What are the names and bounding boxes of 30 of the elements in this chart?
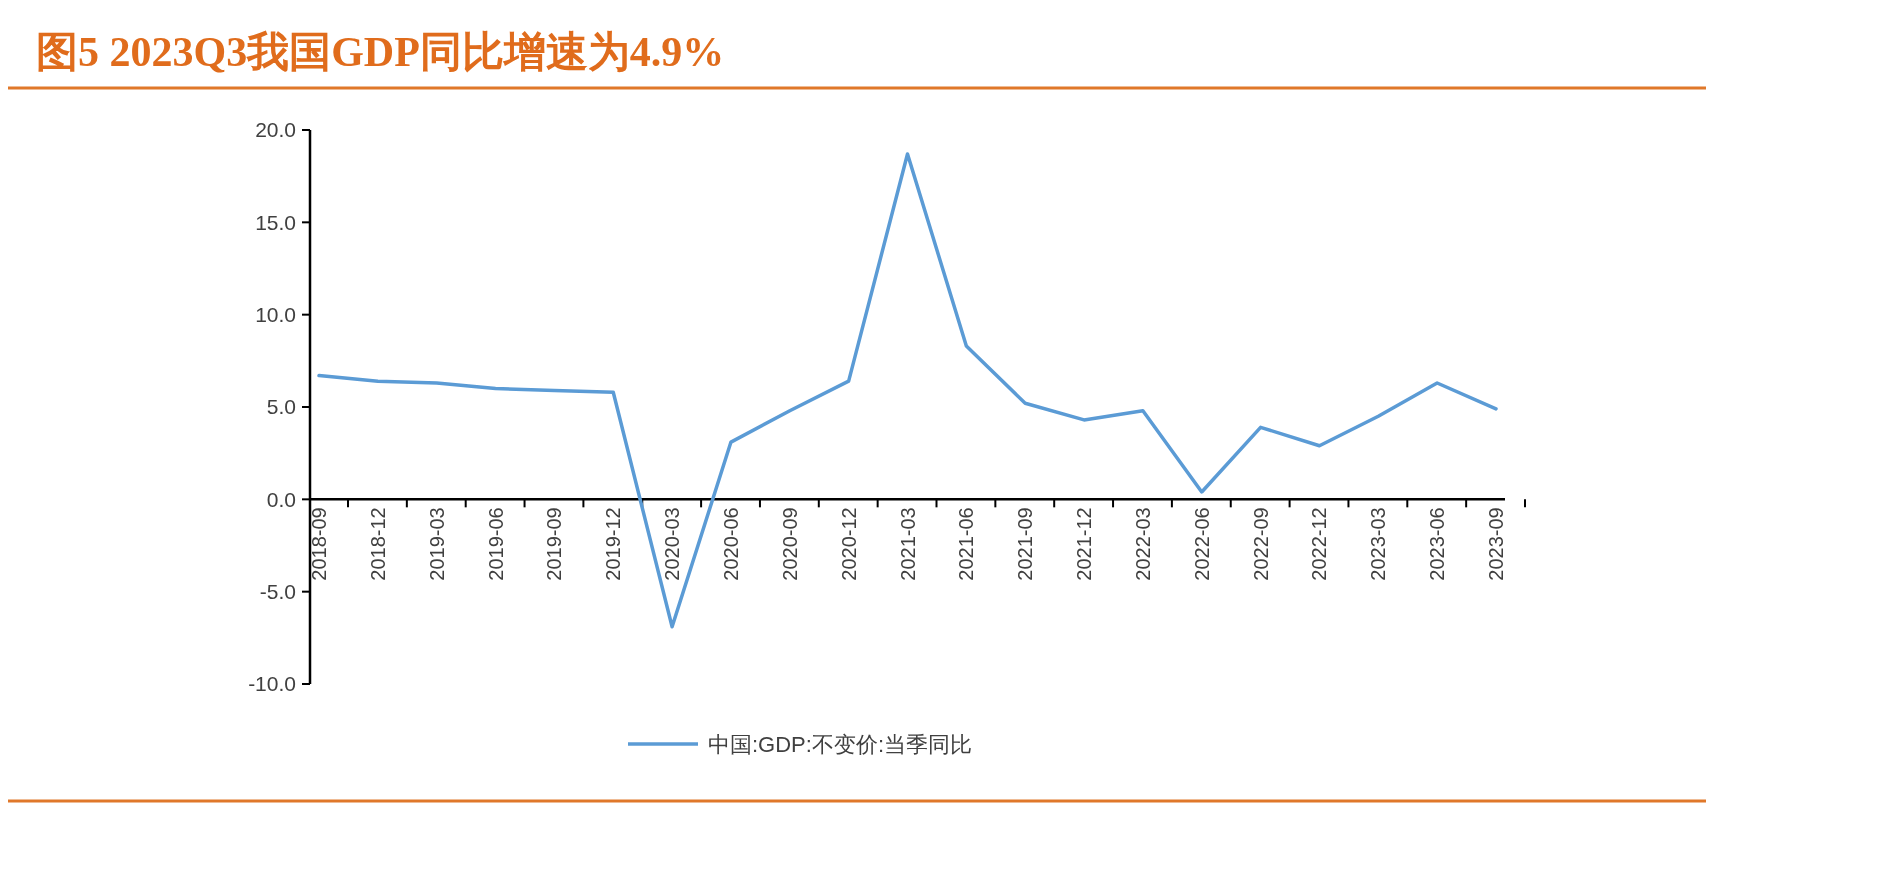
x-tick-label: 2019-06 xyxy=(484,507,507,581)
x-tick-label: 2019-03 xyxy=(425,507,448,581)
x-tick-label: 2019-12 xyxy=(602,507,625,581)
y-tick-label: 20.0 xyxy=(255,118,296,142)
y-tick-label: -5.0 xyxy=(259,580,296,604)
x-tick-label: 2018-12 xyxy=(366,507,389,581)
legend-label: 中国:GDP:不变价:当季同比 xyxy=(708,731,973,757)
x-tick-label: 2021-03 xyxy=(896,507,919,581)
x-tick-label: 2022-06 xyxy=(1190,507,1213,581)
y-tick-label: 5.0 xyxy=(266,395,296,419)
chart-title: 图5 2023Q3我国GDP同比增速为4.9% xyxy=(36,29,725,75)
x-tick-label: 2020-09 xyxy=(778,507,801,581)
x-tick-label: 2020-12 xyxy=(837,507,860,581)
x-tick-label: 2019-09 xyxy=(543,507,566,581)
x-tick-label: 2023-03 xyxy=(1367,507,1390,581)
y-tick-label: 10.0 xyxy=(255,303,296,327)
x-tick-label: 2020-06 xyxy=(719,507,742,581)
x-tick-label: 2020-03 xyxy=(661,507,684,581)
x-tick-label: 2022-09 xyxy=(1249,507,1272,581)
y-tick-label: 15.0 xyxy=(255,210,296,234)
y-tick-label: 0.0 xyxy=(266,487,296,511)
y-tick-label: -10.0 xyxy=(248,672,296,696)
x-tick-label: 2021-09 xyxy=(1014,507,1037,581)
x-tick-label: 2021-12 xyxy=(1073,507,1096,581)
x-tick-label: 2018-09 xyxy=(308,507,330,581)
x-tick-label: 2023-09 xyxy=(1485,507,1507,581)
x-tick-label: 2022-03 xyxy=(1131,507,1154,581)
x-tick-label: 2021-06 xyxy=(955,507,978,581)
x-tick-label: 2023-06 xyxy=(1426,507,1449,581)
x-tick-label: 2022-12 xyxy=(1308,507,1331,581)
